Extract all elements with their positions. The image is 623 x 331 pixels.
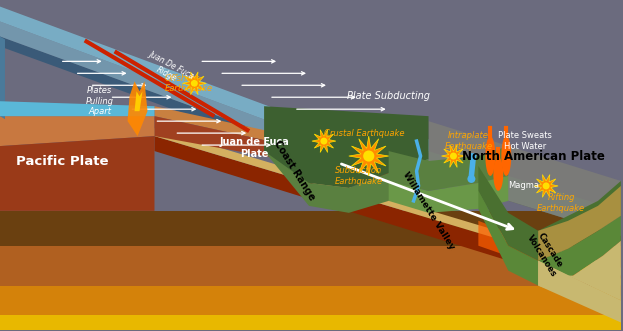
Polygon shape (538, 261, 621, 322)
Polygon shape (538, 186, 621, 261)
Text: Willamette Valley: Willamette Valley (401, 170, 456, 251)
Text: North American Plate: North American Plate (462, 150, 604, 163)
Text: Magma: Magma (508, 181, 540, 190)
Text: Plate Subducting: Plate Subducting (347, 91, 430, 101)
Polygon shape (429, 121, 621, 211)
Circle shape (543, 182, 549, 189)
Circle shape (363, 151, 374, 162)
Polygon shape (389, 176, 508, 213)
Polygon shape (0, 22, 429, 166)
Polygon shape (389, 146, 508, 191)
Polygon shape (0, 36, 5, 119)
Polygon shape (155, 128, 621, 276)
Polygon shape (429, 151, 478, 209)
Polygon shape (538, 246, 621, 286)
Polygon shape (478, 221, 621, 296)
Text: Coast Range: Coast Range (272, 139, 316, 203)
Polygon shape (183, 72, 206, 95)
Text: Plates
Pulling
Apart: Plates Pulling Apart (85, 86, 113, 116)
Text: Intraplate
Earthquake: Intraplate Earthquake (444, 131, 492, 151)
Text: Rifting
Earthquake: Rifting Earthquake (537, 193, 585, 213)
Polygon shape (0, 276, 621, 315)
Polygon shape (538, 261, 621, 315)
Polygon shape (0, 211, 621, 246)
Text: Plate Sweats
Hot Water: Plate Sweats Hot Water (498, 131, 552, 151)
Polygon shape (478, 166, 621, 261)
Polygon shape (502, 136, 511, 176)
Text: Cascade
Volcanoes: Cascade Volcanoes (525, 227, 567, 278)
Polygon shape (0, 7, 429, 153)
Polygon shape (155, 116, 429, 186)
Polygon shape (0, 101, 155, 116)
Polygon shape (0, 312, 621, 330)
Circle shape (467, 175, 475, 183)
Text: Offshore
Earthquake: Offshore Earthquake (164, 73, 212, 93)
Polygon shape (429, 151, 621, 236)
Polygon shape (0, 136, 155, 211)
Polygon shape (155, 136, 621, 296)
Polygon shape (0, 36, 429, 176)
Polygon shape (0, 116, 155, 146)
Polygon shape (128, 81, 148, 136)
Polygon shape (442, 145, 465, 167)
Polygon shape (264, 106, 429, 188)
Text: Crustal Earthquake: Crustal Earthquake (323, 129, 404, 138)
Polygon shape (429, 146, 621, 236)
Text: Subduction
Earthquake: Subduction Earthquake (335, 166, 383, 186)
Text: Pacific Plate: Pacific Plate (16, 155, 108, 167)
Circle shape (191, 80, 198, 87)
Polygon shape (349, 136, 389, 176)
Polygon shape (135, 91, 143, 111)
Polygon shape (312, 130, 336, 153)
Polygon shape (264, 131, 429, 213)
Polygon shape (534, 174, 558, 197)
Polygon shape (493, 157, 503, 191)
Polygon shape (485, 136, 495, 176)
Polygon shape (155, 106, 429, 176)
Text: Juan de Fuca
Plate: Juan de Fuca Plate (219, 137, 289, 159)
Circle shape (450, 153, 457, 160)
Polygon shape (0, 236, 621, 286)
Circle shape (320, 138, 327, 145)
Text: Juan De Fuca
Ridge: Juan De Fuca Ridge (143, 49, 196, 90)
Polygon shape (568, 241, 621, 301)
Polygon shape (478, 191, 621, 286)
